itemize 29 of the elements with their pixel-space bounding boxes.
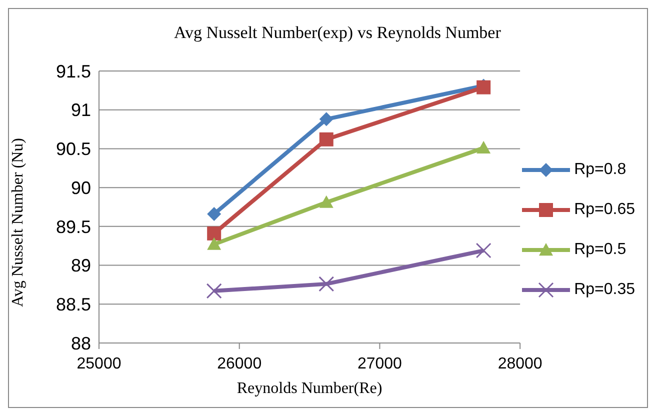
y-tick-label: 91 [70,100,91,120]
y-tick-label: 91.5 [56,61,91,82]
point [207,206,222,221]
y-tick-label: 89 [70,256,91,276]
point [476,140,491,154]
legend-label: Rp=0.35 [574,281,635,299]
y-tick-label: 89.5 [56,216,91,237]
x-axis-title: Reynolds Number(Re) [236,380,382,397]
point [318,276,334,292]
x-tick-label: 27000 [357,355,402,372]
x-tick-label: 28000 [498,355,542,372]
legend-label: Rp=0.5 [574,241,626,259]
y-tick-label: 90 [70,178,91,198]
legend-label: Rp=0.8 [574,161,626,179]
point [207,237,222,250]
point [206,283,222,299]
x-tick-label: 25000 [76,355,122,372]
y-tick-label: 90.5 [56,139,91,160]
y-tick-label: 88.5 [56,294,91,315]
y-axis-title: Avg Nusselt Number (Nu) [10,138,27,307]
y-tick-label: 88 [70,333,91,354]
x-tick-label: 26000 [217,355,262,372]
point [319,132,334,146]
legend-label: Rp=0.65 [574,201,635,219]
point [319,195,334,208]
point [476,242,492,258]
chart-title: Avg Nusselt Number(exp) vs Reynolds Number [174,23,501,43]
point [319,112,334,126]
point [207,226,222,240]
